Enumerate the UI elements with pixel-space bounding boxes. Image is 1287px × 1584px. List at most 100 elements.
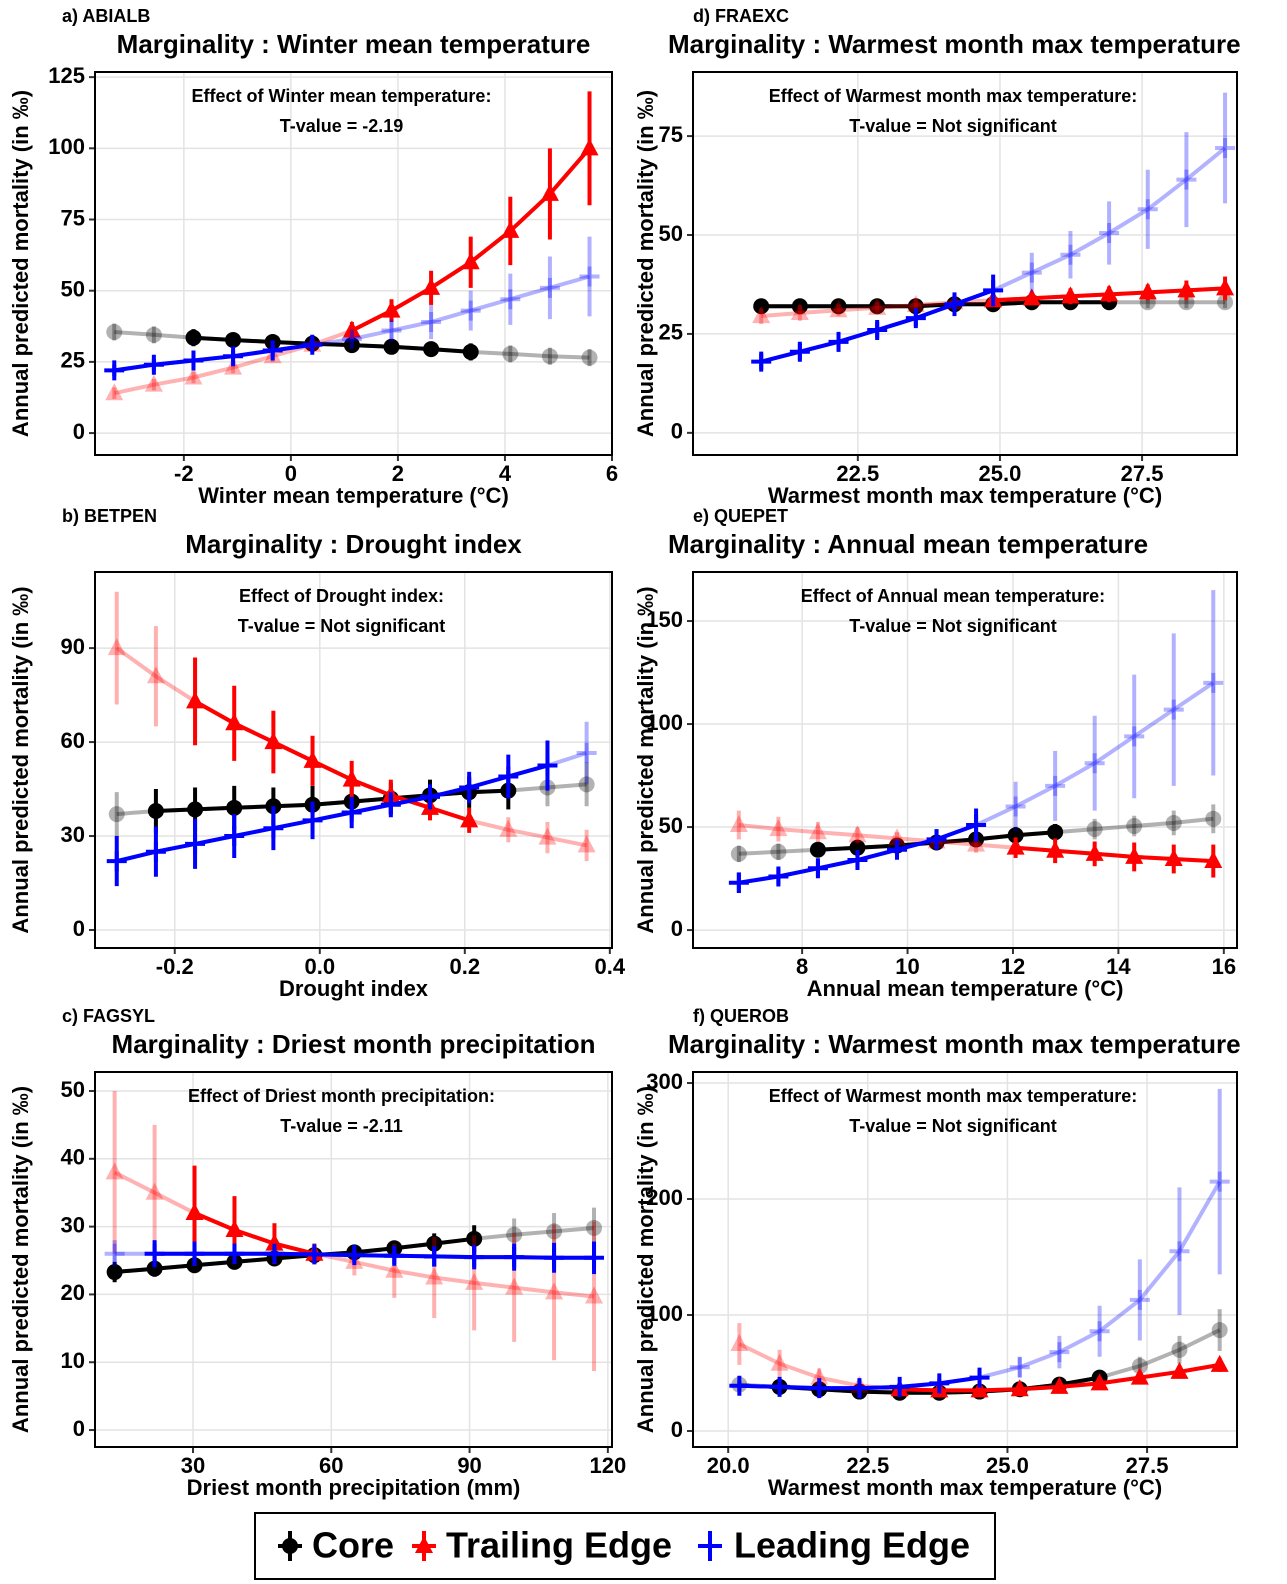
x-tick-label: 90 <box>457 1453 481 1478</box>
marker <box>382 300 401 318</box>
annotation: T-value = -2.11 <box>280 1116 403 1136</box>
marker <box>1007 827 1024 844</box>
y-tick-label: 0 <box>671 916 683 941</box>
marker <box>426 1235 443 1252</box>
marker <box>847 850 868 871</box>
marker <box>501 220 520 238</box>
marker <box>184 1243 205 1264</box>
marker <box>1045 775 1066 796</box>
marker <box>226 799 243 816</box>
marker <box>869 298 886 315</box>
marker <box>265 1233 284 1251</box>
y-axis-label: Annual predicted mortality (in ‰) <box>633 90 658 437</box>
y-tick-label: 0 <box>73 419 85 444</box>
y-tick-label: 0 <box>73 1416 85 1441</box>
marker <box>1138 282 1157 300</box>
marker <box>1163 699 1184 720</box>
marker <box>808 822 827 840</box>
marker <box>145 326 162 343</box>
annotation: Effect of Warmest month max temperature: <box>769 1086 1137 1106</box>
marker <box>1177 280 1196 298</box>
x-tick-label: 0.0 <box>304 954 335 979</box>
marker <box>1170 1361 1189 1379</box>
marker <box>578 776 595 793</box>
y-tick-label: 0 <box>671 419 683 444</box>
plot-area <box>729 1088 1230 1401</box>
marker <box>187 801 204 818</box>
legend-key-leading <box>698 1531 722 1561</box>
marker <box>966 815 987 836</box>
marker <box>262 340 283 361</box>
marker <box>1137 199 1158 220</box>
y-tick-label: 10 <box>61 1348 85 1373</box>
chart-title: Marginality : Annual mean temperature <box>668 529 1148 559</box>
annotation: Effect of Driest month precipitation: <box>188 1086 495 1106</box>
plot-area <box>104 91 600 401</box>
marker <box>1086 821 1103 838</box>
marker <box>1210 1354 1229 1372</box>
y-tick-label: 0 <box>671 1417 683 1442</box>
marker <box>969 1367 990 1388</box>
panel: 0 100 200 300 20.0 22.5 25.0 27.5 f) QUEROB Margi… <box>633 1006 1241 1500</box>
y-tick-label: 90 <box>61 634 85 659</box>
marker <box>425 1267 444 1285</box>
marker <box>466 1230 483 1247</box>
y-tick-label: 60 <box>61 728 85 753</box>
legend-label: Core <box>312 1525 394 1566</box>
y-tick-label: 50 <box>61 277 85 302</box>
marker <box>464 1247 485 1268</box>
marker <box>505 1277 524 1295</box>
marker <box>807 858 828 879</box>
marker <box>223 346 244 367</box>
y-axis-label: Annual predicted mortality (in ‰) <box>633 1086 658 1433</box>
panel: 0 25 50 75 22.5 25.0 27.5 d) FRAEXC Marginality … <box>633 6 1241 508</box>
marker <box>504 1247 525 1268</box>
annotation: T-value = Not significant <box>849 1116 1057 1136</box>
x-tick-label: 0 <box>285 461 297 486</box>
marker <box>1209 1171 1230 1192</box>
marker <box>867 319 888 340</box>
x-axis-label: Annual mean temperature (°C) <box>807 976 1124 1001</box>
legend-label: Trailing Edge <box>446 1525 672 1566</box>
y-tick-label: 100 <box>646 710 683 735</box>
marker <box>907 298 924 315</box>
marker <box>1005 796 1026 817</box>
marker <box>770 843 787 860</box>
panel-label: d) FRAEXC <box>693 6 789 26</box>
y-tick-label: 20 <box>61 1280 85 1305</box>
marker <box>1046 840 1065 858</box>
plot-area <box>106 591 597 887</box>
plot-border <box>692 571 1238 949</box>
x-tick-label: 30 <box>181 1453 205 1478</box>
marker <box>1164 848 1183 866</box>
marker <box>789 341 810 362</box>
marker <box>1060 244 1081 265</box>
panel: 0 25 50 75 100 125 -2 0 2 4 6 a) ABIALB Marginality … <box>8 6 618 508</box>
plot-area <box>104 1090 605 1372</box>
marker <box>1047 824 1064 841</box>
marker <box>341 329 362 350</box>
marker <box>506 1226 523 1243</box>
x-tick-label: 0.2 <box>450 954 481 979</box>
marker <box>791 298 808 315</box>
marker <box>1171 1341 1188 1358</box>
marker <box>929 1373 950 1394</box>
marker <box>580 138 599 156</box>
marker <box>730 845 747 862</box>
marker <box>768 866 789 887</box>
series-line-solid <box>1015 845 1214 864</box>
x-tick-label: 6 <box>606 461 618 486</box>
marker <box>264 732 283 750</box>
marker <box>1130 1367 1149 1385</box>
x-tick-label: 60 <box>319 1453 343 1478</box>
marker <box>1006 837 1025 855</box>
marker <box>422 277 441 295</box>
series-line-solid <box>114 1236 475 1274</box>
x-tick-label: 14 <box>1106 954 1131 979</box>
marker <box>1205 810 1222 827</box>
x-tick-label: 22.5 <box>836 461 879 486</box>
y-tick-label: 30 <box>61 1212 85 1237</box>
series-line-solid <box>193 1211 315 1256</box>
marker <box>465 1272 484 1290</box>
y-axis-label: Annual predicted mortality (in ‰) <box>633 586 658 933</box>
